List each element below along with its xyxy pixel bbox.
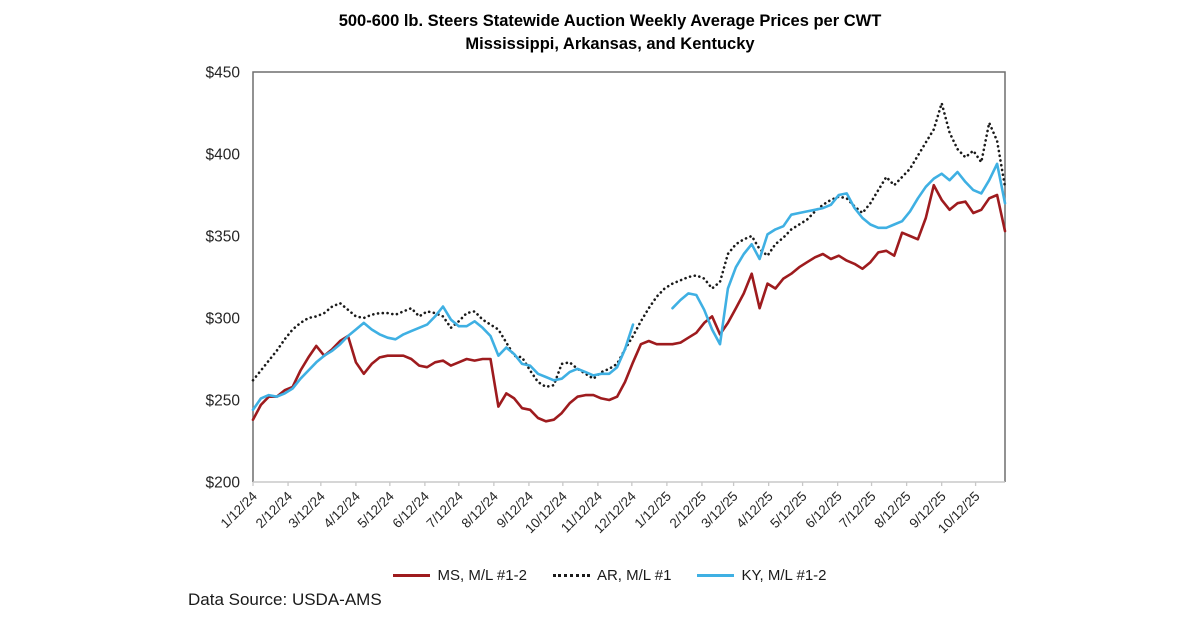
y-axis-label: $350 bbox=[206, 229, 241, 246]
plot-border bbox=[252, 71, 1006, 482]
chart-title: 500-600 lb. Steers Statewide Auction Wee… bbox=[0, 10, 1200, 56]
ar-dotted-line-sample-icon bbox=[552, 574, 590, 577]
y-axis-label: $450 bbox=[206, 65, 241, 82]
legend-item-ky: KY, M/L #1-2 bbox=[697, 567, 827, 584]
chart-title-line1: 500-600 lb. Steers Statewide Auction Wee… bbox=[338, 12, 882, 30]
y-axis-label: $200 bbox=[206, 475, 241, 492]
x-axis-label: 4/12/24 bbox=[321, 488, 364, 531]
y-axis-label: $300 bbox=[206, 311, 241, 328]
y-axis-label: $250 bbox=[206, 393, 241, 410]
ms-line-sample-icon bbox=[393, 574, 431, 577]
x-axis-label: 7/12/24 bbox=[423, 488, 466, 531]
series-line-ky bbox=[251, 162, 1007, 412]
x-axis-label: 1/12/25 bbox=[632, 489, 674, 531]
data-source-note: Data Source: USDA-AMS bbox=[188, 590, 382, 609]
chart-legend: MS, M/L #1-2 AR, M/L #1 KY, M/L #1-2 bbox=[0, 567, 1200, 584]
y-axis-label: $400 bbox=[206, 147, 241, 164]
legend-label-ky: KY, M/L #1-2 bbox=[741, 567, 827, 584]
x-axis-label: 4/12/25 bbox=[733, 489, 775, 531]
x-axis-label: 8/12/25 bbox=[871, 489, 913, 531]
legend-label-ms: MS, M/L #1-2 bbox=[437, 567, 527, 584]
legend-label-ar: AR, M/L #1 bbox=[596, 567, 672, 584]
x-axis-label: 5/12/25 bbox=[767, 489, 809, 531]
legend-item-ar: AR, M/L #1 bbox=[552, 567, 672, 584]
legend-item-ms: MS, M/L #1-2 bbox=[393, 567, 527, 584]
series-line-ar bbox=[251, 101, 1007, 389]
x-axis-label: 3/12/24 bbox=[286, 488, 329, 531]
series-line-ms bbox=[251, 183, 1007, 423]
x-axis-label: 6/12/24 bbox=[390, 488, 433, 531]
x-axis-label: 8/12/24 bbox=[459, 488, 502, 531]
ky-line-sample-icon bbox=[697, 574, 735, 577]
x-axis-label: 7/12/25 bbox=[836, 489, 878, 531]
x-axis-label: 1/12/24 bbox=[218, 488, 261, 531]
x-axis-label: 6/12/25 bbox=[802, 489, 844, 531]
x-axis-label: 5/12/24 bbox=[354, 488, 397, 531]
chart-title-line2: Mississippi, Arkansas, and Kentucky bbox=[465, 35, 755, 53]
